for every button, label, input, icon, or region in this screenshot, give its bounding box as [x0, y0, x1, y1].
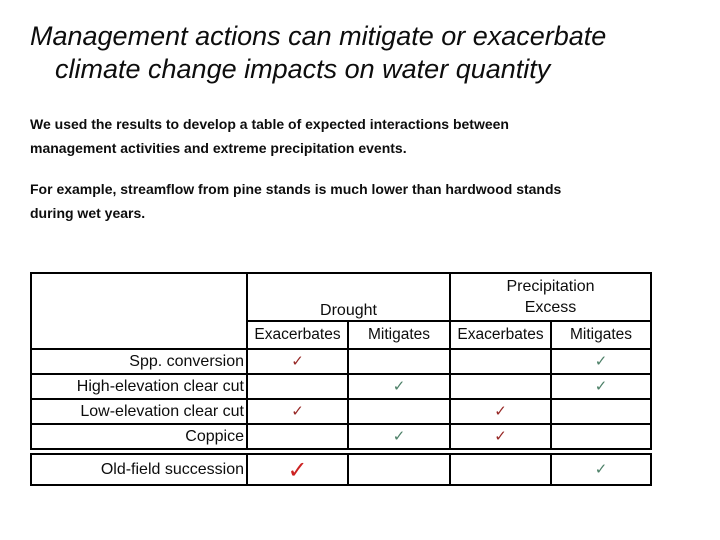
precip-group-line-2: Excess — [524, 299, 577, 316]
subheader-precip-mitigates: Mitigates — [550, 320, 653, 350]
check-icon-red: ✓ — [494, 426, 507, 445]
check-icon-red: ✓ — [291, 401, 304, 420]
table-cell — [550, 423, 653, 450]
row-label: Old-field succession — [30, 453, 248, 486]
table-cell — [449, 348, 553, 375]
check-icon-red: ✓ — [494, 401, 507, 420]
check-icon-green: ✓ — [594, 459, 608, 478]
table-cell: ✓ — [449, 423, 553, 450]
row-label: High-elevation clear cut — [30, 373, 248, 400]
paragraph-2-line-2: during wet years. — [30, 205, 146, 221]
table-cell — [449, 373, 553, 400]
group-header-row: Drought Precipitation Excess — [30, 272, 653, 350]
slide-title: Management actions can mitigate or exace… — [30, 20, 606, 86]
check-icon-green: ✓ — [392, 376, 406, 395]
check-icon-green: ✓ — [392, 426, 406, 445]
table-row-spp-conversion: Spp. conversion ✓ ✓ — [30, 348, 653, 375]
table-cell — [246, 373, 349, 400]
table-cell: ✓ — [550, 373, 653, 400]
table-cell: ✓ — [550, 348, 653, 375]
table-cell — [550, 398, 653, 425]
subheader-drought-exacerbates: Exacerbates — [246, 320, 349, 350]
check-icon-green: ✓ — [594, 376, 608, 395]
table-row-coppice: Coppice ✓ ✓ — [30, 423, 653, 450]
row-label: Spp. conversion — [30, 348, 248, 375]
table-cell: ✓ — [346, 423, 452, 450]
check-icon-red-large: ✓ — [287, 455, 308, 484]
interactions-table: Drought Precipitation Excess Exacerbates… — [30, 272, 653, 450]
precip-group-line-1: Precipitation — [506, 278, 595, 295]
column-group-precipitation-excess: Precipitation Excess — [449, 272, 653, 322]
paragraph-2-line-1: For example, streamflow from pine stands… — [30, 181, 562, 197]
title-line-2: climate change impacts on water quantity — [55, 54, 551, 84]
table-cell: ✓ — [449, 398, 553, 425]
table-cell — [449, 453, 552, 486]
subheader-drought-mitigates: Mitigates — [346, 320, 452, 350]
table-row-old-field-succession: Old-field succession ✓ ✓ — [30, 453, 652, 486]
table-cell: ✓ — [246, 453, 349, 486]
body-paragraph-1: We used the results to develop a table o… — [30, 112, 509, 160]
check-icon-green: ✓ — [594, 351, 608, 370]
table-cell — [346, 348, 452, 375]
body-paragraph-2: For example, streamflow from pine stands… — [30, 177, 561, 225]
old-field-succession-table: Old-field succession ✓ ✓ — [30, 453, 652, 486]
subheader-precip-exacerbates: Exacerbates — [449, 320, 553, 350]
paragraph-1-line-2: management activities and extreme precip… — [30, 140, 407, 156]
table-cell — [347, 453, 451, 486]
paragraph-1-line-1: We used the results to develop a table o… — [30, 116, 509, 132]
check-icon-red: ✓ — [291, 351, 304, 370]
table-row-high-elevation-clear-cut: High-elevation clear cut ✓ ✓ — [30, 373, 653, 400]
table-cell: ✓ — [346, 373, 452, 400]
row-label: Low-elevation clear cut — [30, 398, 248, 425]
table-cell: ✓ — [246, 398, 349, 425]
column-group-drought: Drought — [245, 272, 452, 322]
table-cell: ✓ — [246, 348, 349, 375]
table-cell: ✓ — [550, 453, 652, 486]
interactions-table-area: Drought Precipitation Excess Exacerbates… — [30, 272, 653, 486]
table-cell — [346, 398, 452, 425]
title-line-1: Management actions can mitigate or exace… — [30, 21, 607, 51]
table-stub-cell — [30, 272, 248, 350]
table-row-low-elevation-clear-cut: Low-elevation clear cut ✓ ✓ — [30, 398, 653, 425]
sub-header-row: Exacerbates Mitigates Exacerbates Mitiga… — [31, 320, 653, 350]
row-label: Coppice — [30, 423, 248, 450]
table-cell — [246, 423, 349, 450]
